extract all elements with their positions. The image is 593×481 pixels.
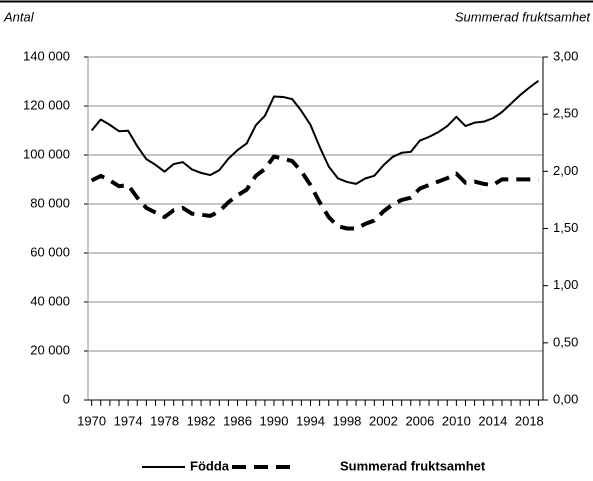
y-tick-label: 80 000	[30, 195, 70, 210]
x-tick-label: 1998	[332, 413, 361, 428]
y2-axis-label: Summerad fruktsamhet	[455, 9, 591, 24]
x-tick-label: 2014	[478, 413, 507, 428]
y2-tick-label: 2,00	[553, 163, 578, 178]
x-tick-label: 1978	[150, 413, 179, 428]
y-tick-label: 140 000	[23, 48, 70, 63]
y-tick-label: 40 000	[30, 293, 70, 308]
x-tick-label: 2018	[515, 413, 544, 428]
legend-label: Födda	[190, 458, 230, 473]
series-line	[90, 79, 540, 185]
y2-tick-label: 0,50	[553, 334, 578, 349]
x-tick-label: 1974	[114, 413, 143, 428]
y-tick-label: 60 000	[30, 244, 70, 259]
x-tick-label: 1994	[296, 413, 325, 428]
y-tick-label: 0	[63, 391, 70, 406]
y2-tick-label: 1,50	[553, 220, 578, 235]
y2-tick-label: 0,00	[553, 391, 578, 406]
x-tick-label: 1970	[77, 413, 106, 428]
x-tick-label: 2002	[369, 413, 398, 428]
x-tick-label: 1982	[187, 413, 216, 428]
y-tick-label: 120 000	[23, 97, 70, 112]
x-tick-label: 2010	[442, 413, 471, 428]
y2-tick-label: 3,00	[553, 48, 578, 63]
y2-tick-label: 1,00	[553, 277, 578, 292]
y-tick-label: 20 000	[30, 342, 70, 357]
x-tick-label: 2006	[405, 413, 434, 428]
series-line	[90, 154, 539, 231]
x-tick-label: 1986	[223, 413, 252, 428]
y-axis-label: Antal	[3, 9, 35, 24]
y-tick-label: 100 000	[23, 146, 70, 161]
x-tick-label: 1990	[260, 413, 289, 428]
legend-label: Summerad fruktsamhet	[340, 458, 486, 473]
y2-tick-label: 2,50	[553, 106, 578, 121]
